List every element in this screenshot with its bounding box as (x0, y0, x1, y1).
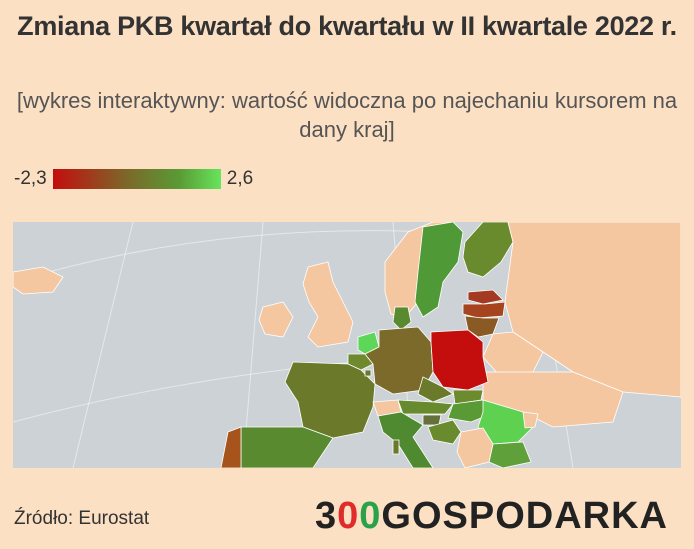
europe-map-svg (13, 222, 681, 468)
country-belgium[interactable] (347, 353, 374, 371)
country-iceland[interactable] (13, 266, 64, 295)
brand-logo-suffix: GOSPODARKA (381, 494, 668, 537)
brand-logo[interactable]: 3 0 0 GOSPODARKA (315, 495, 668, 537)
color-legend: -2,3 2,6 (14, 168, 253, 190)
country-corsica[interactable] (392, 439, 400, 455)
legend-min-label: -2,3 (14, 168, 47, 189)
brand-logo-prefix: 3 (315, 494, 338, 537)
country-austria[interactable] (397, 399, 454, 415)
legend-max-label: 2,6 (226, 168, 254, 189)
country-latvia[interactable] (462, 301, 506, 319)
country-finland[interactable] (462, 222, 514, 278)
country-bulgaria[interactable] (488, 441, 532, 468)
country-slovenia[interactable] (422, 414, 442, 426)
brand-logo-circle-green: 0 (359, 494, 382, 537)
country-sweden[interactable] (414, 222, 464, 318)
country-moldova[interactable] (522, 411, 539, 429)
country-estonia[interactable] (467, 289, 504, 305)
legend-gradient-bar (52, 169, 221, 189)
country-germany[interactable] (364, 326, 434, 395)
source-note: Źródło: Eurostat (14, 508, 150, 529)
europe-map (13, 222, 681, 468)
chart-title: Zmiana PKB kwartał do kwartału w II kwar… (17, 11, 677, 41)
country-serbia[interactable] (456, 427, 494, 468)
chart-subtitle: [wykres interaktywny: wartość widoczna p… (16, 88, 678, 142)
country-italy[interactable] (377, 411, 434, 468)
country-poland[interactable] (430, 329, 489, 391)
country-france[interactable] (284, 361, 376, 439)
country-croatia[interactable] (427, 419, 462, 445)
country-portugal[interactable] (220, 426, 242, 468)
country-denmark[interactable] (392, 306, 412, 331)
country-united-kingdom[interactable] (302, 261, 354, 348)
brand-logo-circle-red: 0 (337, 494, 360, 537)
country-russia[interactable] (504, 222, 681, 398)
country-spain[interactable] (240, 426, 334, 468)
country-czechia[interactable] (417, 376, 454, 403)
country-luxembourg[interactable] (364, 369, 372, 377)
country-ireland[interactable] (258, 301, 294, 338)
